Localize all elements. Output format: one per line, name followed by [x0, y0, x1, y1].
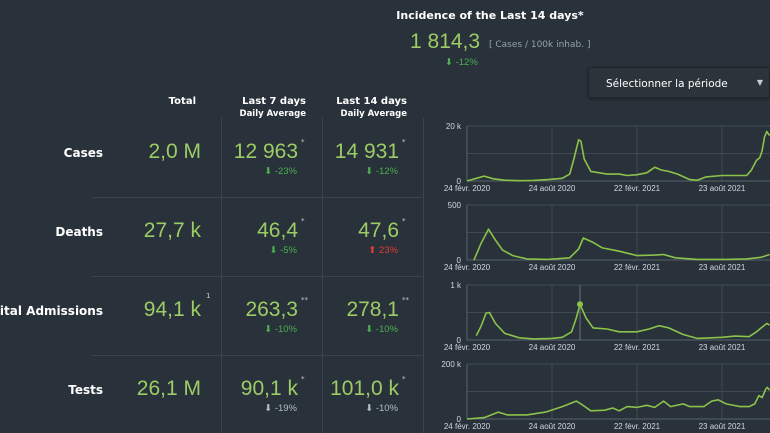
x-tick-label: 23 août 2021 — [699, 422, 746, 431]
divider — [92, 276, 422, 277]
footnote-marker: * — [301, 375, 305, 383]
row-label: Hospital Admissions — [0, 304, 103, 318]
row-label: Tests — [68, 383, 103, 397]
x-tick-label: 23 août 2021 — [699, 184, 746, 193]
last14-delta: ⬇ -10% — [365, 403, 398, 414]
divider — [92, 197, 422, 198]
arrow-down-icon: ⬇ — [445, 57, 453, 68]
last14-value: 47,6 — [358, 219, 399, 242]
arrow-down-icon: ⬇ — [269, 245, 278, 256]
series-line — [466, 386, 770, 420]
arrow-down-icon: ⬇ — [365, 324, 374, 335]
x-tick-label: 24 févr. 2020 — [444, 343, 491, 352]
column-header-total: Total — [168, 96, 196, 107]
last7-delta: ⬇ -19% — [264, 403, 297, 414]
chart-deaths: 24 févr. 2020 24 août 2020 22 févr. 2021 23… — [444, 201, 770, 272]
x-tick-label: 24 août 2020 — [529, 422, 576, 431]
divider — [423, 118, 424, 433]
series-line — [466, 130, 770, 182]
last7-value: 12 963 — [233, 140, 298, 163]
arrow-down-icon: ⬇ — [365, 403, 374, 414]
period-select[interactable]: Sélectionner la période ▼ — [588, 67, 770, 98]
footnote-marker: ** — [301, 296, 308, 304]
y-tick-label: 200 k — [441, 360, 462, 369]
last7-delta: ⬇ -5% — [269, 245, 297, 256]
y-tick-label: 0 — [457, 177, 462, 186]
last14-value: 278,1 — [346, 298, 399, 321]
series-line — [475, 303, 770, 340]
last7-value: 263,3 — [245, 298, 298, 321]
divider — [221, 118, 222, 433]
divider — [92, 355, 422, 356]
last14-delta: ⬆ 23% — [368, 245, 398, 256]
x-tick-label: 23 août 2021 — [699, 343, 746, 352]
row-label: Cases — [63, 146, 103, 160]
total-value: 2,0 M — [148, 140, 201, 163]
y-tick-label: 0 — [457, 415, 462, 424]
y-tick-label: 0 — [457, 336, 462, 345]
footnote-marker: 1 — [206, 292, 211, 300]
chart-hospital-admissions: 24 févr. 2020 24 août 2020 22 févr. 2021 23… — [444, 281, 770, 352]
x-tick-label: 24 févr. 2020 — [444, 422, 491, 431]
y-tick-label: 1 k — [450, 281, 462, 290]
last7-delta: ⬇ -10% — [264, 324, 297, 335]
footnote-marker: * — [402, 217, 406, 225]
x-tick-label: 22 févr. 2021 — [614, 343, 661, 352]
incidence-value: 1 814,3 — [410, 30, 481, 53]
arrow-up-icon: ⬆ — [368, 245, 377, 256]
footnote-marker: ** — [402, 296, 409, 304]
footnote-marker: * — [301, 138, 305, 146]
x-tick-label: 24 août 2020 — [529, 343, 576, 352]
x-tick-label: 24 févr. 2020 — [444, 263, 491, 272]
column-header-last14: Last 14 days Daily Average — [336, 96, 407, 119]
x-tick-label: 22 févr. 2021 — [614, 422, 661, 431]
chart-tests: 24 févr. 2020 24 août 2020 22 févr. 2021 23… — [441, 360, 770, 431]
incidence-delta: ⬇ -12% — [445, 57, 478, 68]
chart-cases: 24 févr. 2020 24 août 2020 22 févr. 2021 23… — [444, 122, 770, 193]
last7-value: 46,4 — [257, 219, 298, 242]
last14-value: 14 931 — [334, 140, 399, 163]
total-value: 27,7 k — [143, 219, 201, 242]
caret-down-icon: ▼ — [756, 78, 763, 87]
last14-delta: ⬇ -12% — [365, 166, 398, 177]
arrow-down-icon: ⬇ — [264, 324, 273, 335]
incidence-unit: [ Cases / 100k inhab. ] — [489, 40, 591, 50]
last14-value: 101,0 k — [330, 377, 399, 400]
total-value: 94,1 k — [143, 298, 201, 321]
x-tick-label: 23 août 2021 — [699, 263, 746, 272]
column-header-last7: Last 7 days Daily Average — [239, 96, 306, 119]
series-line — [473, 228, 770, 261]
last7-value: 90,1 k — [240, 377, 298, 400]
y-tick-label: 500 — [448, 201, 462, 210]
arrow-down-icon: ⬇ — [264, 403, 273, 414]
footnote-marker: * — [402, 138, 406, 146]
x-tick-label: 22 févr. 2021 — [614, 184, 661, 193]
y-tick-label: 0 — [457, 256, 462, 265]
incidence-title: Incidence of the Last 14 days* — [396, 9, 584, 22]
x-tick-label: 22 févr. 2021 — [614, 263, 661, 272]
x-tick-label: 24 août 2020 — [529, 263, 576, 272]
row-label: Deaths — [55, 225, 103, 239]
footnote-marker: * — [301, 217, 305, 225]
y-tick-label: 20 k — [446, 122, 462, 131]
last14-delta: ⬇ -10% — [365, 324, 398, 335]
total-value: 26,1 M — [136, 377, 201, 400]
arrow-down-icon: ⬇ — [365, 166, 374, 177]
footnote-marker: * — [402, 375, 406, 383]
arrow-down-icon: ⬇ — [264, 166, 273, 177]
x-tick-label: 24 août 2020 — [529, 184, 576, 193]
highlight-point — [577, 301, 584, 308]
divider — [322, 118, 323, 433]
x-tick-label: 24 févr. 2020 — [444, 184, 491, 193]
last7-delta: ⬇ -23% — [264, 166, 297, 177]
